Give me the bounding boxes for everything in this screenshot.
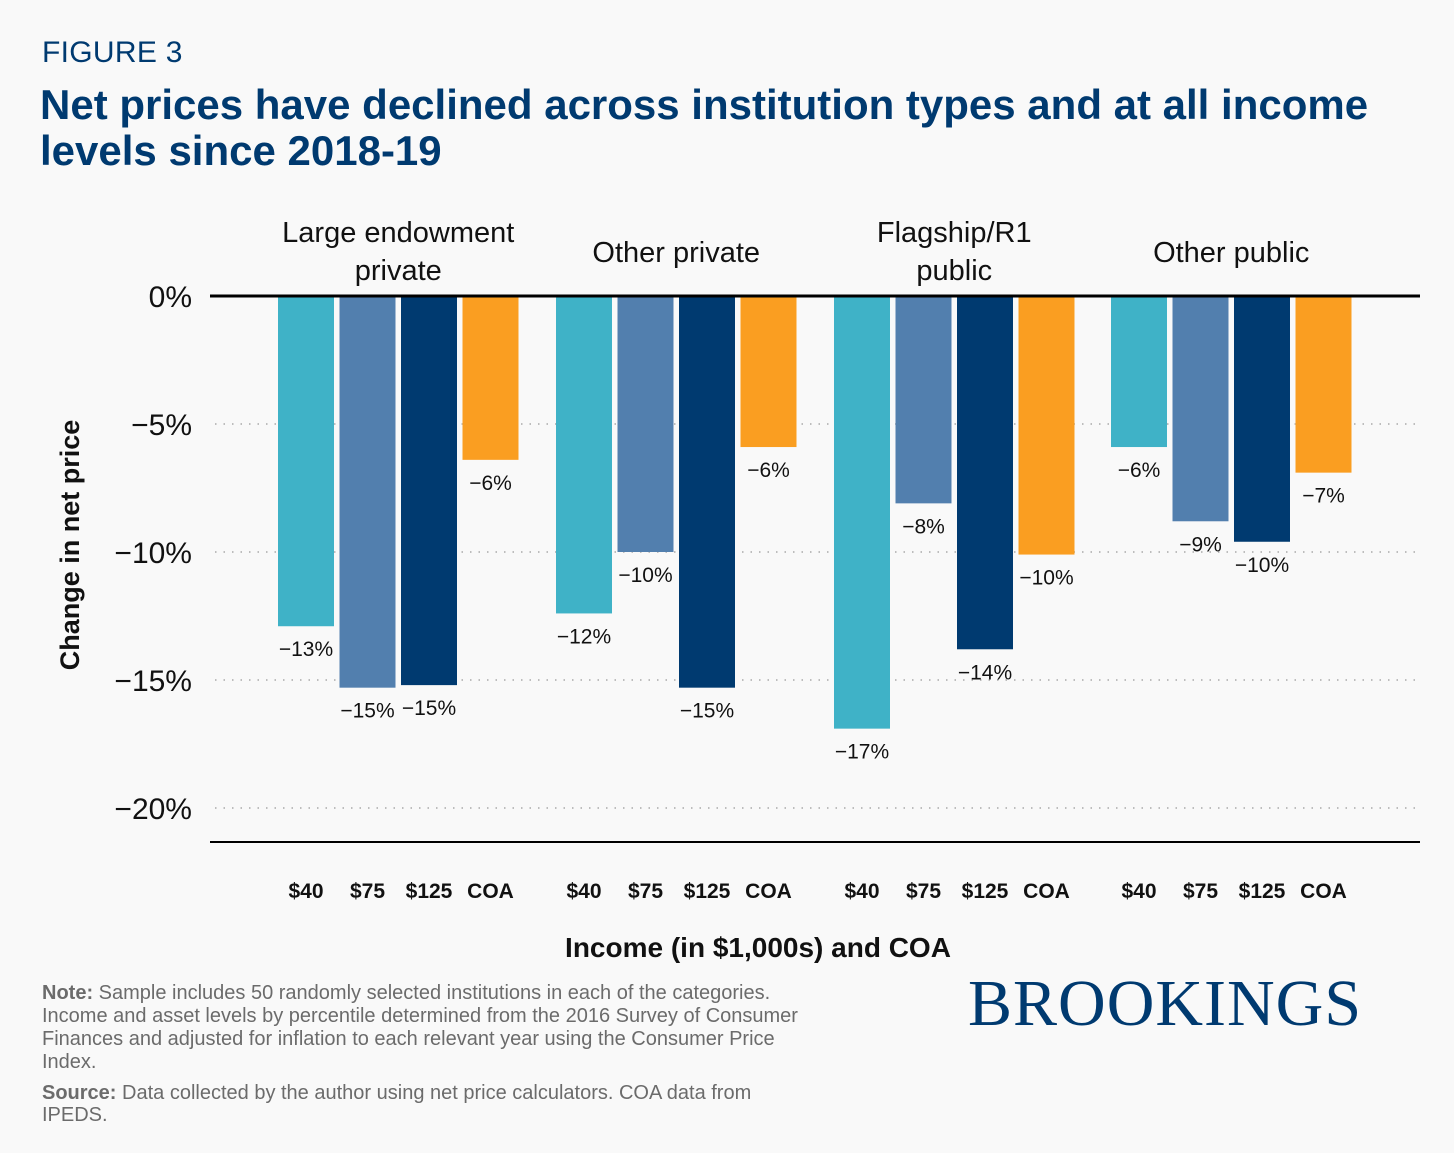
x-axis-label: Income (in $1,000s) and COA bbox=[565, 932, 951, 963]
x-tick-label: $125 bbox=[1239, 880, 1286, 903]
x-tick-label: $125 bbox=[406, 880, 453, 903]
bar-value-label: −10% bbox=[1235, 554, 1289, 577]
bar bbox=[1111, 296, 1167, 448]
x-tick-label: $125 bbox=[962, 880, 1009, 903]
brookings-logo: BROOKINGS bbox=[968, 967, 1363, 1040]
y-tick-label: −20% bbox=[114, 793, 192, 826]
x-tick-label: $125 bbox=[684, 880, 731, 903]
note-label: Note: bbox=[42, 982, 94, 1004]
bar bbox=[617, 296, 674, 552]
y-tick-label: 0% bbox=[149, 281, 192, 314]
bar-value-label: −10% bbox=[618, 564, 672, 587]
bar bbox=[1234, 296, 1290, 542]
y-tick-label: −10% bbox=[114, 537, 192, 570]
bar-value-label: −7% bbox=[1302, 485, 1345, 508]
group-title: Large endowment bbox=[282, 217, 514, 249]
bar-value-label: −9% bbox=[1179, 533, 1222, 556]
bar bbox=[834, 296, 890, 729]
x-tick-label: $40 bbox=[288, 880, 323, 903]
x-tick-label: COA bbox=[1023, 880, 1070, 903]
bar bbox=[1295, 296, 1352, 473]
bar bbox=[679, 296, 735, 688]
bar-value-label: −6% bbox=[747, 459, 790, 482]
x-tick-label: $75 bbox=[628, 880, 663, 903]
bar bbox=[895, 296, 952, 504]
bar bbox=[957, 296, 1013, 650]
bar-value-label: −10% bbox=[1019, 567, 1073, 590]
footer-source: Source: Data collected by the author usi… bbox=[42, 1082, 812, 1126]
x-tick-label: $75 bbox=[350, 880, 385, 903]
group-title: public bbox=[916, 255, 992, 287]
source-text: Data collected by the author using net p… bbox=[42, 1082, 752, 1126]
group-title: Other public bbox=[1153, 237, 1309, 269]
x-tick-label: $75 bbox=[906, 880, 941, 903]
bar bbox=[740, 296, 797, 448]
y-tick-label: −15% bbox=[114, 665, 192, 698]
group-title: Flagship/R1 bbox=[877, 217, 1032, 249]
source-label: Source: bbox=[42, 1082, 117, 1104]
bar-value-label: −8% bbox=[902, 515, 945, 538]
chart-title: Net prices have declined across institut… bbox=[40, 81, 1369, 174]
x-tick-label: COA bbox=[745, 880, 792, 903]
bar bbox=[278, 296, 334, 627]
bar bbox=[462, 296, 519, 460]
bar-value-label: −12% bbox=[557, 625, 611, 648]
x-tick-label: $40 bbox=[566, 880, 601, 903]
bar bbox=[556, 296, 612, 614]
x-tick-label: $40 bbox=[1121, 880, 1156, 903]
bar bbox=[401, 296, 457, 686]
bar bbox=[1018, 296, 1075, 555]
bar-value-label: −15% bbox=[340, 700, 394, 723]
y-axis-label: Change in net price bbox=[55, 420, 85, 671]
bar-value-label: −6% bbox=[469, 472, 512, 495]
figure-label: FIGURE 3 bbox=[42, 36, 183, 69]
note-text: Sample includes 50 randomly selected ins… bbox=[42, 982, 798, 1073]
y-tick-label: −5% bbox=[131, 409, 192, 442]
x-tick-label: $40 bbox=[844, 880, 879, 903]
group-title: Other private bbox=[592, 237, 760, 269]
bar-value-label: −13% bbox=[279, 638, 333, 661]
bar-value-label: −14% bbox=[958, 661, 1012, 684]
bar-value-label: −15% bbox=[680, 700, 734, 723]
bar bbox=[339, 296, 396, 688]
bar-value-label: −6% bbox=[1118, 459, 1161, 482]
x-tick-label: $75 bbox=[1183, 880, 1218, 903]
bar-value-label: −15% bbox=[402, 697, 456, 720]
footer-note: Note: Sample includes 50 randomly select… bbox=[42, 982, 812, 1074]
x-tick-label: COA bbox=[467, 880, 514, 903]
bar bbox=[1172, 296, 1229, 522]
bar-value-label: −17% bbox=[835, 741, 889, 764]
group-title: private bbox=[355, 255, 442, 287]
x-tick-label: COA bbox=[1300, 880, 1347, 903]
